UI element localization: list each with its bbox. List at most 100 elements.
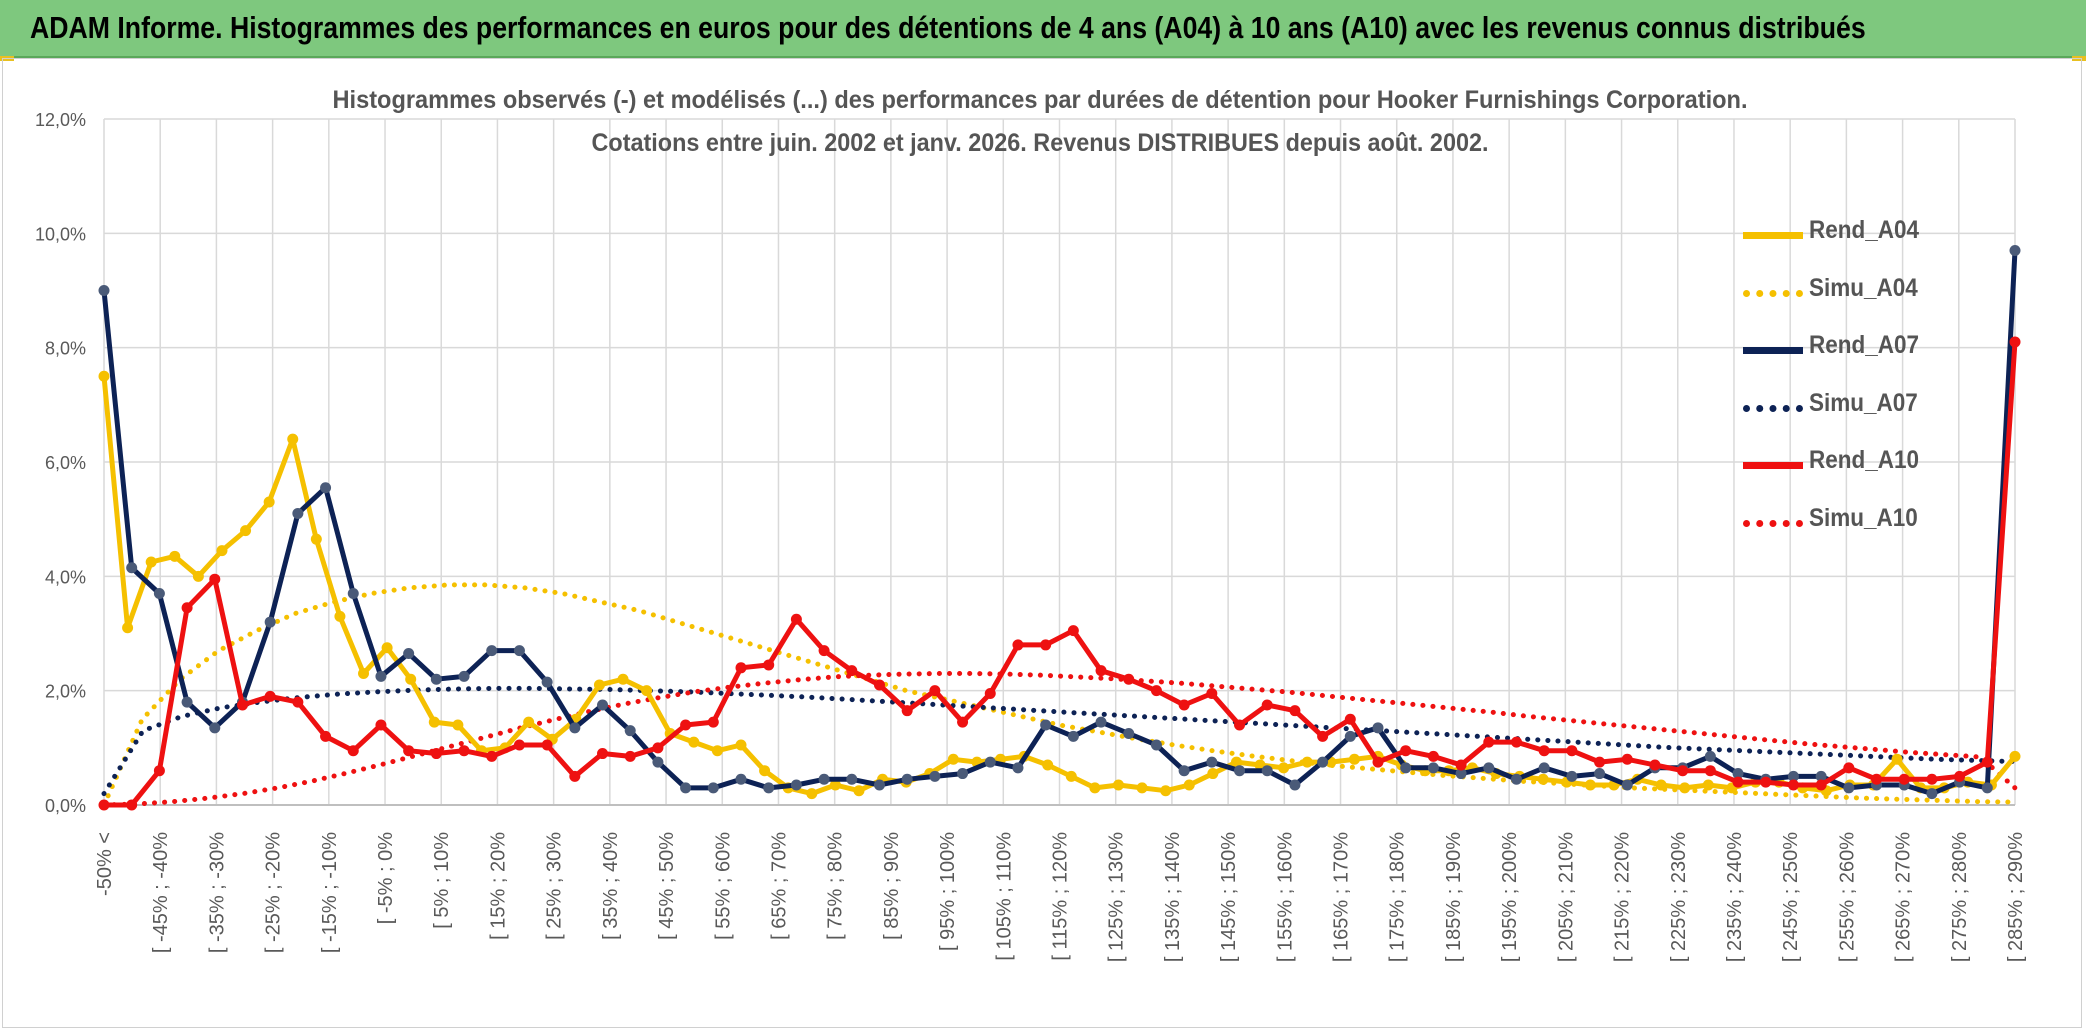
data-point — [1787, 770, 1799, 782]
data-point — [216, 545, 228, 557]
data-point — [1815, 779, 1827, 791]
data-point — [403, 648, 415, 660]
data-point — [320, 730, 332, 742]
data-point — [1289, 705, 1301, 717]
series-line-rend-a07 — [101, 250, 2018, 797]
x-tick-label: [ 35% ; 40% — [600, 832, 622, 940]
legend-label: Simu_A04 — [1809, 273, 1918, 302]
data-point — [1455, 768, 1467, 780]
data-point — [403, 745, 415, 757]
data-point — [1123, 673, 1135, 685]
data-point — [1594, 756, 1606, 768]
legend-label: Simu_A07 — [1809, 388, 1918, 417]
x-tick-label: [ 55% ; 60% — [712, 832, 734, 940]
x-tick-label: [ 65% ; 70% — [768, 832, 790, 940]
data-point — [1538, 762, 1550, 774]
x-tick-label: [ 265% ; 270% — [1893, 832, 1915, 962]
data-point — [688, 736, 700, 748]
data-point — [452, 719, 464, 731]
x-tick-label: [ 45% ; 50% — [656, 832, 678, 940]
data-point — [334, 610, 346, 622]
data-point — [1040, 639, 1052, 651]
data-point — [1891, 753, 1903, 765]
data-point — [1160, 785, 1172, 797]
data-point — [264, 616, 276, 628]
data-point — [873, 679, 885, 691]
data-point — [1112, 779, 1124, 791]
legend-swatch — [1743, 519, 1803, 527]
series-layer — [98, 244, 2021, 811]
data-point — [145, 556, 157, 568]
report-title: ADAM Informe. Histogrammes des performan… — [30, 10, 1866, 45]
data-point — [347, 745, 359, 757]
data-point — [1510, 736, 1522, 748]
series-line-simu-a04 — [101, 582, 2018, 808]
data-point — [873, 779, 885, 791]
data-point — [1261, 765, 1273, 777]
data-point — [624, 750, 636, 762]
data-point — [680, 719, 692, 731]
data-point — [192, 570, 204, 582]
data-point — [1815, 770, 1827, 782]
data-point — [1455, 759, 1467, 771]
data-point — [763, 782, 775, 794]
series-line-rend-a10 — [104, 341, 2018, 808]
data-point — [1538, 745, 1550, 757]
data-point — [1234, 719, 1246, 731]
data-point — [1012, 762, 1024, 774]
data-point — [735, 662, 747, 674]
data-point — [1427, 762, 1439, 774]
data-point — [1400, 745, 1412, 757]
data-point — [1704, 750, 1716, 762]
data-point — [829, 779, 841, 791]
x-tick-label: [ 255% ; 260% — [1836, 832, 1858, 962]
data-point — [680, 782, 692, 794]
data-point — [1871, 773, 1883, 785]
data-point — [209, 722, 221, 734]
report-banner: ADAM Informe. Histogrammes des performan… — [0, 0, 2086, 58]
x-tick-label: [ -15% ; -10% — [319, 832, 341, 953]
data-point — [707, 782, 719, 794]
data-point — [1301, 756, 1313, 768]
data-point — [486, 645, 498, 657]
data-point — [1183, 779, 1195, 791]
data-point — [122, 622, 134, 634]
data-point — [375, 670, 387, 682]
x-tick-label: [ 205% ; 210% — [1555, 832, 1577, 962]
data-point — [617, 673, 629, 685]
x-tick-label: [ 105% ; 110% — [993, 832, 1015, 961]
data-point — [98, 799, 110, 811]
data-point — [641, 685, 653, 697]
data-point — [1843, 782, 1855, 794]
data-point — [1702, 779, 1714, 791]
x-tick-label: [ 145% ; 150% — [1218, 832, 1240, 962]
data-point — [209, 573, 221, 585]
data-point — [1981, 782, 1993, 794]
x-tick-label: [ 5% ; 10% — [431, 832, 453, 929]
data-point — [1178, 765, 1190, 777]
data-point — [1095, 665, 1107, 677]
x-tick-label: [ 15% ; 20% — [487, 832, 509, 940]
data-point — [1123, 728, 1135, 740]
data-point — [430, 673, 442, 685]
data-point — [1067, 730, 1079, 742]
data-point — [1261, 699, 1273, 711]
data-point — [1483, 762, 1495, 774]
legend-label: Rend_A07 — [1809, 331, 1920, 360]
data-point — [1621, 779, 1633, 791]
x-tick-label: [ 135% ; 140% — [1162, 832, 1184, 962]
data-point — [947, 753, 959, 765]
data-point — [1732, 776, 1744, 788]
data-point — [181, 696, 193, 708]
x-tick-label: [ 85% ; 90% — [881, 832, 903, 940]
x-tick-label: [ 285% ; 290% — [2005, 832, 2027, 962]
data-point — [1926, 788, 1938, 800]
legend-swatch — [1743, 289, 1803, 297]
data-point — [711, 745, 723, 757]
data-point — [1095, 716, 1107, 728]
data-point — [1042, 759, 1054, 771]
legend-item-rend-a04: Rend_A04 — [1735, 210, 1965, 268]
data-point — [1843, 762, 1855, 774]
x-tick-label: [ -5% ; 0% — [375, 832, 397, 924]
